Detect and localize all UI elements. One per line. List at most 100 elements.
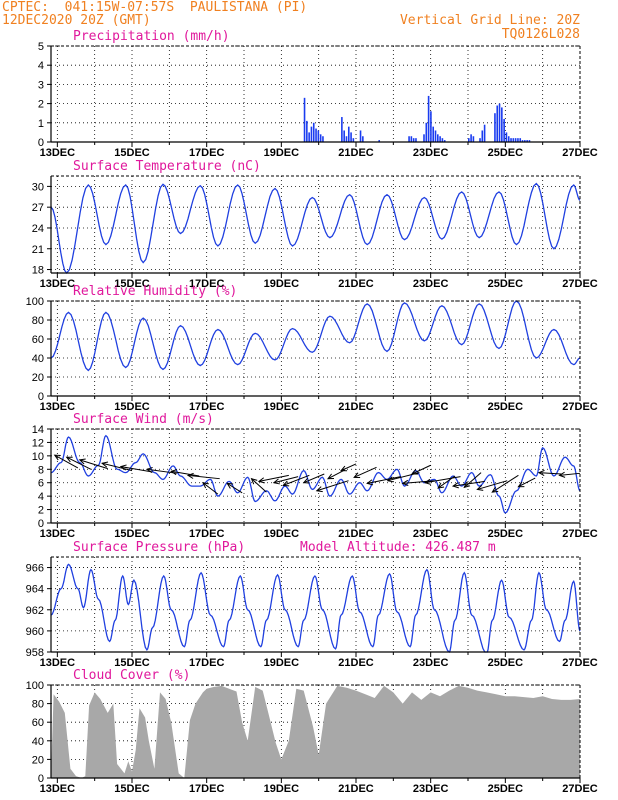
wind-vector-arrowhead <box>282 480 290 487</box>
wind-xtick-label: 17DEC <box>189 528 225 540</box>
rh-series-line <box>50 300 581 372</box>
precip-bar <box>322 136 324 142</box>
rh-panel: Relative Humidity (%) 0 20 40 60 80 100 13DEC 15… <box>26 284 598 413</box>
precip-xtick-label: 25DEC <box>488 147 524 159</box>
precip-panel: Precipitation (mm/h) 0 1 2 3 4 5 13DEC 15DEC 17DE… <box>38 29 598 159</box>
wind-vector-arrowhead <box>401 479 409 486</box>
grid-line-label: Vertical Grid Line: 20Z <box>399 13 580 28</box>
wind-vector-arrow <box>187 474 220 480</box>
pressure-xtick-label: 21DEC <box>338 657 374 669</box>
precip-bar <box>317 130 320 142</box>
wind-vector-arrowhead <box>101 461 109 468</box>
wind-ytick-label: 8 <box>38 464 44 476</box>
wind-xtick-label: 27DEC <box>562 528 598 540</box>
temp-ytick-label: 21 <box>32 244 44 256</box>
pressure-xtick-label: 15DEC <box>114 657 150 669</box>
precip-xtick-label: 23DEC <box>413 147 449 159</box>
station-header-line1: CPTEC: 041:15W-07:57S PAULISTANA (PI) <box>2 0 308 15</box>
wind-vector-arrow <box>316 480 349 492</box>
precip-bar <box>362 136 364 142</box>
pressure-ytick-label: 962 <box>26 605 44 617</box>
precip-xtick-label: 13DEC <box>40 147 76 159</box>
pressure-xtick-label: 23DEC <box>413 657 449 669</box>
wind-vector-arrow <box>202 482 219 495</box>
wind-vector-arrow <box>303 473 325 484</box>
pressure-ytick-label: 958 <box>26 647 44 659</box>
pressure-xtick-label: 19DEC <box>264 657 300 669</box>
wind-ytick-label: 6 <box>38 478 44 490</box>
temp-panel: Surface Temperature (nC) 18 21 24 27 30 13DEC 1… <box>32 159 598 290</box>
precip-bar <box>303 97 306 142</box>
wind-vector-arrow <box>437 475 456 489</box>
cloud-ytick-label: 40 <box>32 736 44 748</box>
precip-bar <box>501 107 503 142</box>
wind-vector-arrowhead <box>366 479 374 486</box>
wind-vector-arrowhead <box>476 485 484 491</box>
precip-bar <box>432 126 435 142</box>
precip-bar <box>412 138 415 142</box>
precip-xtick-label: 19DEC <box>264 147 300 159</box>
rh-ytick-label: 100 <box>26 296 44 308</box>
pressure-ytick-label: 966 <box>26 563 44 575</box>
precip-bar <box>505 132 508 142</box>
wind-vector-arrow <box>340 463 357 472</box>
wind-vector-arrow <box>66 456 92 470</box>
precip-bar <box>441 138 444 142</box>
precip-bar <box>430 111 432 142</box>
wind-vector-arrowhead <box>202 482 209 489</box>
precip-bar <box>319 134 322 142</box>
cloud-ytick-label: 0 <box>38 773 44 785</box>
wind-ytick-label: 10 <box>32 451 44 463</box>
precip-bar <box>345 136 348 142</box>
wind-vector-arrow <box>258 474 289 482</box>
wind-vector-arrowhead <box>386 476 394 483</box>
precip-ytick-label: 2 <box>38 99 44 111</box>
wind-vector-arrow <box>226 482 243 494</box>
wind-vector-arrow <box>273 476 299 484</box>
pressure-panel: Surface Pressure (hPa) Model Altitude: 42… <box>26 540 598 669</box>
temp-xtick-label: 17DEC <box>189 278 225 290</box>
temp-xtick-label: 13DEC <box>40 278 76 290</box>
temp-xtick-label: 21DEC <box>338 278 374 290</box>
precip-bar <box>479 138 481 142</box>
precip-bar <box>410 136 413 142</box>
precip-bar <box>437 134 439 142</box>
rh-ytick-label: 40 <box>32 353 44 365</box>
wind-xtick-label: 23DEC <box>413 528 449 540</box>
cloud-xtick-label: 17DEC <box>189 783 225 795</box>
wind-vector-arrow <box>54 454 79 469</box>
wind-vector-arrowhead <box>302 477 310 484</box>
wind-vector-arrowhead <box>423 478 431 485</box>
precip-xtick-label: 27DEC <box>562 147 598 159</box>
wind-vector-arrowhead <box>326 473 335 480</box>
precip-bar <box>352 138 355 142</box>
precip-ytick-label: 0 <box>38 137 44 149</box>
precip-bar <box>496 105 499 142</box>
wind-vector-arrow <box>146 468 177 474</box>
wind-vector-arrow <box>327 469 346 480</box>
wind-vector-arrow <box>411 464 431 475</box>
wind-vector-arrow <box>491 474 519 493</box>
wind-vector-arrow <box>477 480 508 490</box>
wind-vector-arrowhead <box>145 466 153 474</box>
wind-series-line <box>50 434 581 514</box>
precip-ytick-label: 4 <box>38 60 44 72</box>
precip-bar <box>481 130 484 142</box>
cloud-xtick-label: 27DEC <box>562 783 598 795</box>
pressure-xtick-label: 25DEC <box>488 657 524 669</box>
rh-ytick-label: 20 <box>32 372 44 384</box>
pressure-title: Surface Pressure (hPa) <box>73 540 245 555</box>
precip-bar <box>315 128 317 142</box>
wind-xtick-label: 13DEC <box>40 528 76 540</box>
precip-xtick-label: 15DEC <box>114 147 150 159</box>
precip-bar <box>310 126 313 142</box>
temp-ytick-label: 18 <box>32 265 44 277</box>
precip-bar <box>341 117 343 142</box>
temp-xtick-label: 15DEC <box>114 278 150 290</box>
pressure-xtick-label: 17DEC <box>189 657 225 669</box>
rh-ytick-label: 80 <box>32 315 44 327</box>
precip-bar <box>306 120 308 142</box>
wind-ytick-label: 2 <box>38 505 44 517</box>
pressure-ytick-label: 964 <box>26 584 44 596</box>
